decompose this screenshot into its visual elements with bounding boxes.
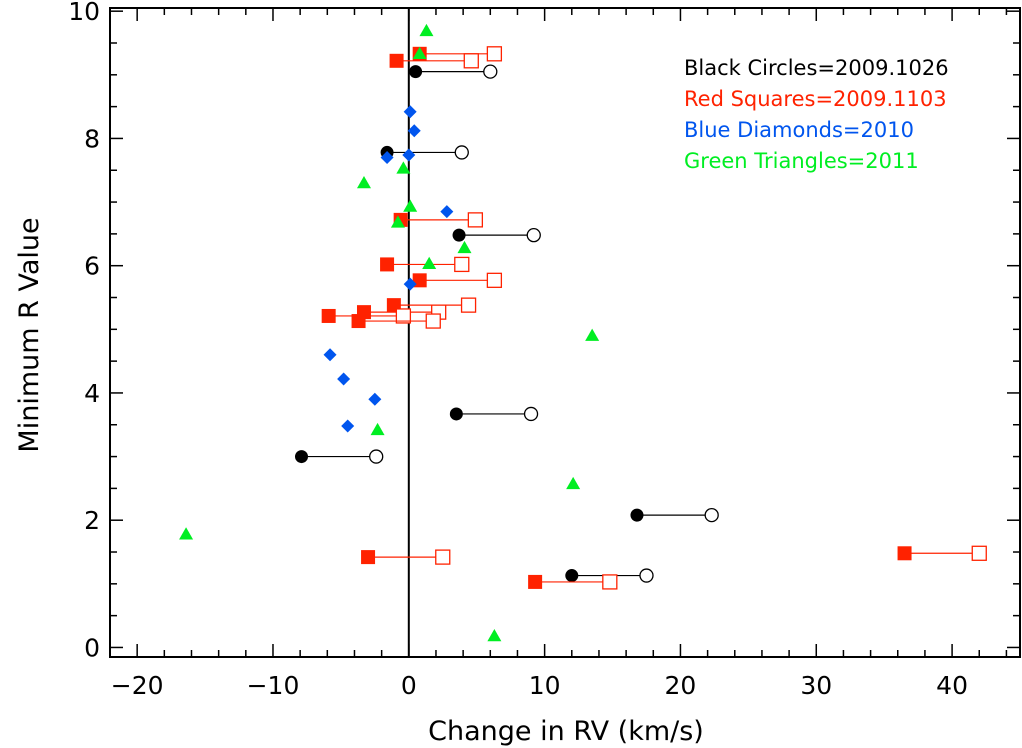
x-tick-label: −20 xyxy=(111,671,164,700)
y-tick-label: 6 xyxy=(84,252,100,281)
diamond-point xyxy=(323,348,337,362)
diamond-point xyxy=(341,419,355,433)
diamond-point xyxy=(380,151,394,165)
x-tick-label: −10 xyxy=(247,671,300,700)
x-tick-label: 20 xyxy=(665,671,697,700)
legend-entry: Red Squares=2009.1103 xyxy=(684,87,947,111)
open-circle-point xyxy=(526,227,541,243)
diamond-point xyxy=(403,105,417,119)
filled-square-point xyxy=(897,546,912,561)
triangle-point xyxy=(419,23,434,37)
filled-circle-point xyxy=(295,450,309,464)
filled-circle-point xyxy=(565,569,579,583)
filled-square-point xyxy=(351,314,366,329)
triangle-point xyxy=(566,476,581,490)
open-circle-point xyxy=(704,507,719,523)
open-square-point xyxy=(486,46,503,62)
triangle-point xyxy=(422,256,437,270)
filled-square-point xyxy=(321,308,336,323)
open-square-point xyxy=(971,545,987,561)
open-square-point xyxy=(463,53,479,69)
filled-circle-point xyxy=(449,407,463,421)
legend: Black Circles=2009.1026 Red Squares=2009.… xyxy=(684,56,949,173)
marks-group xyxy=(179,23,987,642)
x-tick-label: 0 xyxy=(401,671,417,700)
open-square-point xyxy=(395,308,412,324)
triangle-point xyxy=(356,175,371,189)
legend-entry: Blue Diamonds=2010 xyxy=(684,118,914,142)
triangle-point xyxy=(396,161,411,174)
triangle-point xyxy=(370,422,385,436)
triangle-point xyxy=(487,629,502,642)
filled-circle-point xyxy=(630,508,644,522)
open-square-point xyxy=(435,549,451,565)
diamond-point xyxy=(368,392,382,406)
y-tick-label: 2 xyxy=(84,506,100,535)
x-tick-label: 40 xyxy=(936,671,968,700)
open-square-point xyxy=(454,256,470,273)
open-square-point xyxy=(460,297,477,313)
open-circle-point xyxy=(639,568,654,583)
triangle-point xyxy=(179,527,194,540)
x-tick-label: 30 xyxy=(800,671,832,700)
open-square-point xyxy=(425,313,441,329)
filled-square-point xyxy=(528,574,543,589)
diamond-point xyxy=(402,148,416,162)
open-square-point xyxy=(467,212,484,228)
triangle-point xyxy=(403,199,418,212)
diamond-point xyxy=(407,124,421,138)
x-axis-label: Change in RV (km/s) xyxy=(428,716,704,747)
filled-square-point xyxy=(361,550,376,565)
open-square-point xyxy=(486,272,503,288)
filled-square-point xyxy=(380,257,395,272)
y-tick-label: 4 xyxy=(84,379,100,408)
triangle-point xyxy=(457,240,472,254)
x-tick-label: 10 xyxy=(529,671,561,700)
triangle-point xyxy=(585,328,600,341)
triangle-point xyxy=(412,46,427,60)
open-circle-point xyxy=(454,145,469,160)
diamond-point xyxy=(337,372,351,386)
y-tick-label: 10 xyxy=(68,0,100,26)
legend-entry: Black Circles=2009.1026 xyxy=(684,56,949,80)
diamond-point xyxy=(440,205,454,219)
legend-entry: Green Triangles=2011 xyxy=(684,149,919,173)
open-circle-point xyxy=(523,406,539,422)
plot-frame xyxy=(109,7,1021,658)
diamond-point xyxy=(403,277,417,291)
filled-circle-point xyxy=(452,228,466,242)
y-tick-label: 8 xyxy=(84,124,100,153)
open-square-point xyxy=(602,574,618,590)
y-tick-label: 0 xyxy=(84,633,100,662)
open-circle-point xyxy=(483,64,498,79)
open-circle-point xyxy=(369,449,384,464)
y-axis-label: Minimum R Value xyxy=(14,217,45,452)
filled-square-point xyxy=(389,53,404,68)
filled-circle-point xyxy=(409,65,423,79)
triangle-point xyxy=(390,215,405,228)
